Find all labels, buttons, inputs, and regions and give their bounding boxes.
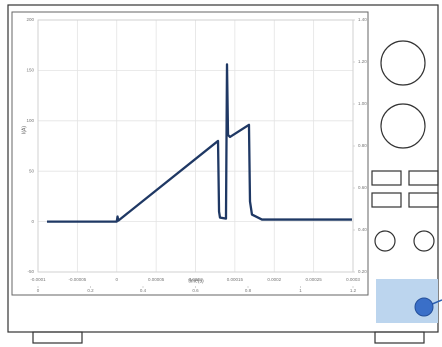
screen [12, 12, 368, 295]
oscilloscope: time(s) I(A) -50050100150200-0.0001-0.00… [0, 0, 442, 347]
y-axis-label: I(A) [21, 126, 27, 134]
x-tick-label: 0.0002 [267, 277, 281, 282]
x2-tick-label: 1.2 [350, 288, 357, 293]
x-tick-label: -0.0001 [30, 277, 46, 282]
y2-tick-label: 0.20 [358, 269, 367, 274]
y2-tick-label: 1.40 [358, 17, 367, 22]
x-tick-label: -0.00005 [68, 277, 86, 282]
x-tick-label: 0.00005 [148, 277, 165, 282]
y2-tick-label: 0.60 [358, 185, 367, 190]
y-tick-label: -50 [27, 269, 34, 274]
y-tick-label: 200 [26, 17, 34, 22]
x-tick-label: 0.00015 [227, 277, 244, 282]
x2-tick-label: 0.4 [140, 288, 147, 293]
y2-tick-label: 1.00 [358, 101, 367, 106]
foot [375, 332, 424, 343]
y-tick-label: 150 [26, 68, 34, 73]
probe-connector[interactable] [415, 298, 433, 316]
y-tick-label: 100 [26, 118, 34, 123]
x2-tick-label: 0.2 [87, 288, 94, 293]
y-tick-label: 50 [29, 168, 35, 173]
y2-tick-label: 0.40 [358, 227, 367, 232]
x-tick-label: 0.0003 [346, 277, 360, 282]
x-tick-label: 0.00025 [305, 277, 322, 282]
y2-tick-label: 0.80 [358, 143, 367, 148]
x2-tick-label: 0.8 [245, 288, 252, 293]
x2-tick-label: 0.6 [192, 288, 199, 293]
y2-tick-label: 1.20 [358, 59, 367, 64]
foot [33, 332, 82, 343]
x-tick-label: 0.0001 [189, 277, 203, 282]
